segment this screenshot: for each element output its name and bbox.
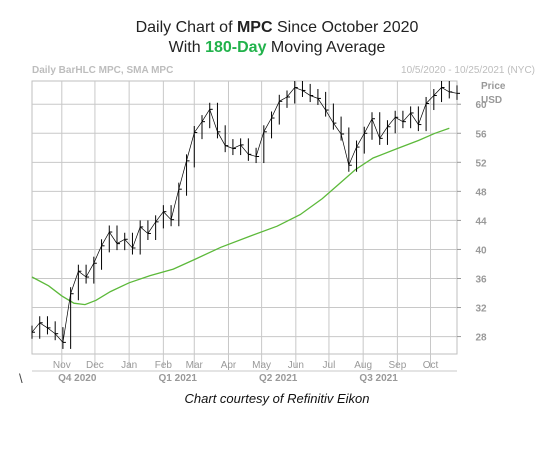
chart-subtitle-right: 10/5/2020 - 10/25/2021 (NYC) (401, 65, 535, 76)
y-tick-label: 56 (475, 129, 487, 140)
quarter-label: Q4 2020 (58, 373, 97, 384)
y-axis-unit: USD (481, 95, 502, 106)
x-tick-label: May (252, 360, 271, 371)
title-line2-suffix: Moving Average (266, 39, 386, 56)
y-axis-label: Price (481, 81, 506, 92)
y-tick-label: 28 (475, 333, 487, 344)
y-tick-label: 48 (475, 187, 487, 198)
y-tick-label: 36 (475, 274, 487, 285)
y-tick-label: 60 (475, 100, 487, 111)
x-tick-label: Feb (155, 360, 173, 371)
title-prefix: Daily Chart of (135, 19, 237, 36)
title-ticker: MPC (236, 19, 273, 36)
x-tick-label: Sep (388, 360, 406, 371)
sma-180-line (31, 127, 450, 306)
x-tick-label: Nov (53, 360, 71, 371)
plot-area: 28 32 36 40 44 48 52 56 60 Nov Dec Jan Feb Mar Apr May J… (31, 80, 487, 384)
y-tick-label: 32 (475, 304, 487, 315)
plot-frame (31, 80, 458, 355)
chart-caption: Chart courtesy of Refinitiv Eikon (184, 391, 370, 406)
title-line-1: Daily Chart of MPC Since October 2020 (0, 18, 554, 38)
x-tick-label: Oct (423, 360, 439, 371)
x-tick-label: Jan (121, 360, 137, 371)
title-period: 180-Day (205, 39, 267, 56)
quarter-label: Q2 2021 (259, 373, 298, 384)
x-tick-label: Jul (323, 360, 336, 371)
x-tick-label: Dec (86, 360, 104, 371)
y-tick-label: 52 (475, 158, 487, 169)
stray-backslash: \ (19, 371, 23, 386)
title-suffix: Since October 2020 (272, 19, 419, 36)
chart-title: Daily Chart of MPC Since October 2020 Wi… (0, 18, 554, 58)
price-line (31, 87, 458, 344)
y-tick-label: 40 (475, 245, 487, 256)
x-tick-label: Mar (186, 360, 204, 371)
x-tick-label: Apr (221, 360, 237, 371)
title-line2-prefix: With (168, 39, 206, 56)
quarter-label: Q1 2021 (159, 373, 198, 384)
title-line-2: With 180-Day Moving Average (0, 38, 554, 58)
quarter-label: Q3 2021 (359, 373, 398, 384)
x-tick-label: Jun (288, 360, 304, 371)
y-tick-label: 44 (475, 216, 487, 227)
chart-subtitle-left: Daily BarHLC MPC, SMA MPC (32, 65, 173, 76)
x-tick-label: Aug (354, 360, 372, 371)
